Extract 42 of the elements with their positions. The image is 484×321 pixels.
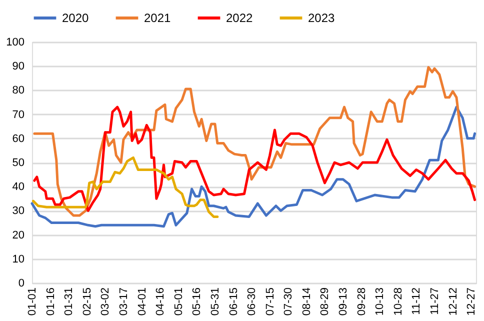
y-tick-label: 10 [12,253,24,266]
x-tick-label: 02-15 [81,288,94,316]
x-tick-label: 04-16 [154,288,167,316]
y-tick-label: 30 [12,205,24,218]
x-tick-label: 07-15 [264,288,276,316]
y-tick-label: 60 [12,132,24,145]
x-tick-label: 10-28 [392,288,404,316]
x-tick-label: 11-27 [429,288,442,315]
y-tick-label: 20 [12,229,24,242]
y-tick-label: 0 [18,278,24,290]
y-tick-label: 80 [12,84,24,97]
x-tick-label: 05-01 [172,288,185,316]
x-tick-label: 01-16 [44,288,57,316]
x-tick-label: 05-31 [209,288,222,316]
line-series [33,66,476,217]
legend-label: 2022 [226,11,254,25]
y-tick-label: 40 [12,181,24,194]
x-tick-label: 01-31 [63,288,76,316]
y-tick-label: 90 [12,60,24,73]
x-tick-label: 04-01 [136,288,148,316]
y-tick-label: 50 [12,157,24,169]
x-tick-label: 09-28 [356,288,368,316]
x-tick-label: 12-27 [466,288,478,316]
legend-label: 2020 [62,11,90,25]
x-tick-label: 12-12 [447,288,460,316]
x-tick-label: 09-13 [338,288,350,316]
x-tick-label: 03-17 [118,288,130,316]
x-tick-label: 03-02 [100,288,112,316]
x-tick-label: 01-01 [26,288,38,316]
legend-label: 2023 [308,11,336,25]
x-tick-label: 08-14 [300,288,313,316]
x-tick-label: 11-12 [410,288,423,315]
x-tick-label: 07-30 [282,288,295,316]
x-tick-label: 06-30 [246,288,258,316]
y-tick-label: 70 [12,108,24,121]
x-tick-label: 05-16 [191,288,204,316]
x-tick-label: 06-15 [228,288,240,316]
line-series [32,156,219,218]
legend-label: 2021 [144,11,172,25]
x-tick-label: 10-13 [374,288,386,316]
y-tick-label: 100 [6,36,24,48]
x-tick-label: 08-29 [319,288,332,316]
